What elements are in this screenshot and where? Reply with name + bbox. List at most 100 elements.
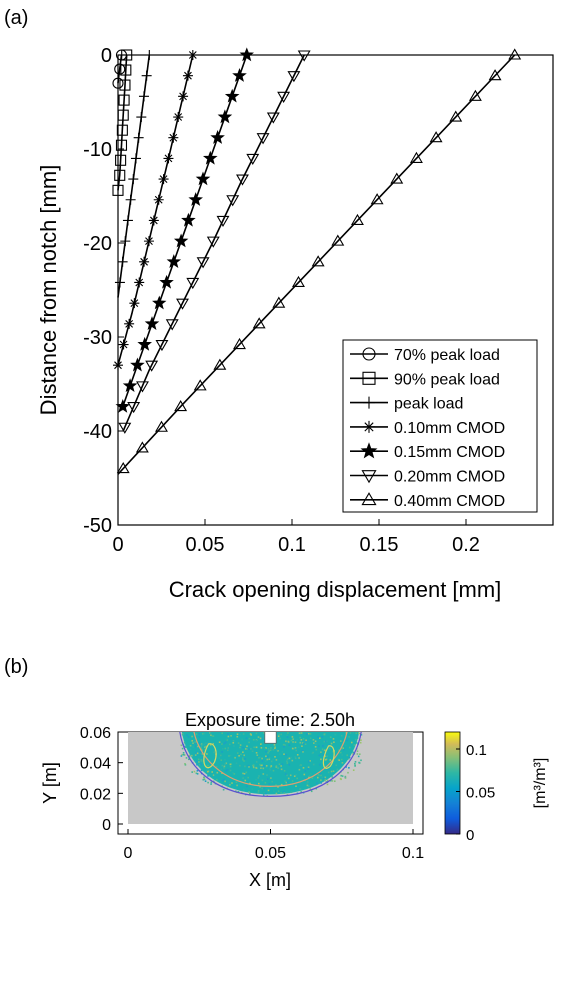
speckle-dot xyxy=(224,780,226,783)
data-point-a xyxy=(239,47,254,62)
y-tick-label-a: -40 xyxy=(83,421,112,443)
data-point-a xyxy=(182,70,193,81)
speckle-dot xyxy=(255,761,258,763)
speckle-dot xyxy=(294,757,297,760)
colorbar-tick-label: 0.1 xyxy=(466,742,487,759)
speckle-dot xyxy=(353,744,356,746)
data-point-a xyxy=(206,236,220,248)
speckle-dot xyxy=(239,744,242,746)
speckle-dot xyxy=(329,736,332,738)
data-point-a xyxy=(118,339,129,350)
speckle-dot xyxy=(243,773,246,775)
speckle-dot xyxy=(229,765,232,768)
colorbar-tick-label: 0 xyxy=(466,827,474,844)
speckle-dot xyxy=(235,781,238,783)
data-point-a xyxy=(252,317,266,329)
speckle-dot xyxy=(182,752,185,754)
speckle-dot xyxy=(309,760,311,762)
speckle-dot xyxy=(354,764,356,767)
speckle-dot xyxy=(211,735,213,737)
legend-label-a: 90% peak load xyxy=(394,371,500,388)
speckle-dot xyxy=(340,758,343,761)
speckle-dot xyxy=(205,765,208,768)
speckle-dot xyxy=(245,771,248,774)
chart-b: Exposure time: 2.50h 0 0.05 0.1 00.020.040… xyxy=(40,710,549,890)
x-axis-label-b: X [m] xyxy=(249,870,291,890)
speckle-dot xyxy=(259,763,261,766)
data-point-a xyxy=(137,336,152,351)
speckle-dot xyxy=(196,745,199,748)
speckle-dot xyxy=(255,746,258,749)
data-point-a xyxy=(115,154,127,166)
speckle-dot xyxy=(328,747,331,750)
y-tick-label-a: -50 xyxy=(83,515,112,537)
speckle-dot xyxy=(324,759,327,761)
speckle-dot xyxy=(262,767,265,770)
speckle-dot xyxy=(267,751,269,754)
speckle-dot xyxy=(298,732,301,735)
speckle-dot xyxy=(320,774,322,777)
speckle-dot xyxy=(258,775,260,777)
y-axis-label-b: Y [m] xyxy=(40,762,60,804)
data-point-a xyxy=(119,79,131,91)
speckle-dot xyxy=(277,790,280,792)
speckle-dot xyxy=(185,757,188,759)
speckle-dot xyxy=(303,773,306,776)
data-point-a xyxy=(331,234,345,246)
speckle-dot xyxy=(200,747,202,750)
speckle-dot xyxy=(249,792,251,795)
speckle-dot xyxy=(268,768,271,770)
speckle-dot xyxy=(280,768,283,771)
speckle-dot xyxy=(300,764,302,766)
speckle-dot xyxy=(203,776,205,779)
speckle-dot xyxy=(257,790,260,792)
speckle-dot xyxy=(327,768,329,770)
speckle-dot xyxy=(277,735,280,737)
speckle-dot xyxy=(265,792,267,795)
speckle-dot xyxy=(181,747,184,750)
speckle-dot xyxy=(334,734,336,736)
speckle-dot xyxy=(306,784,309,787)
speckle-dot xyxy=(286,734,288,736)
speckle-dot xyxy=(341,762,344,764)
speckle-dot xyxy=(260,743,262,745)
data-point-a xyxy=(112,184,124,196)
speckle-dot xyxy=(326,779,329,782)
speckle-dot xyxy=(242,751,244,753)
speckle-dot xyxy=(203,732,206,735)
speckle-dot xyxy=(324,749,326,752)
speckle-dot xyxy=(204,748,206,751)
speckle-dot xyxy=(298,768,301,771)
speckle-dot xyxy=(191,754,193,757)
speckle-dot xyxy=(275,749,278,751)
speckle-dot xyxy=(273,790,275,792)
speckle-dot xyxy=(272,758,274,761)
speckle-dot xyxy=(292,738,294,740)
speckle-dot xyxy=(245,748,247,750)
speckle-dot xyxy=(272,748,275,751)
speckle-dot xyxy=(220,754,222,757)
speckle-dot xyxy=(188,758,190,761)
data-point-a xyxy=(113,360,123,371)
speckle-dot xyxy=(258,757,260,759)
speckle-dot xyxy=(326,755,328,758)
speckle-dot xyxy=(332,770,335,772)
speckle-dot xyxy=(360,734,363,736)
speckle-dot xyxy=(180,755,183,757)
speckle-dot xyxy=(280,792,282,794)
speckle-dot xyxy=(195,751,197,754)
speckle-dot xyxy=(269,749,272,751)
speckle-dot xyxy=(285,781,288,784)
speckle-dot xyxy=(229,783,231,786)
speckle-dot xyxy=(296,777,298,780)
speckle-dot xyxy=(339,751,342,754)
speckle-dot xyxy=(232,771,234,774)
speckle-dot xyxy=(181,733,184,736)
speckle-dot xyxy=(349,732,352,734)
speckle-dot xyxy=(354,738,357,741)
colorbar-label: [m³/m³] xyxy=(532,758,549,809)
speckle-dot xyxy=(269,769,272,771)
panel-label-a: (a) xyxy=(4,7,28,29)
panel-label-b: (b) xyxy=(4,656,28,678)
